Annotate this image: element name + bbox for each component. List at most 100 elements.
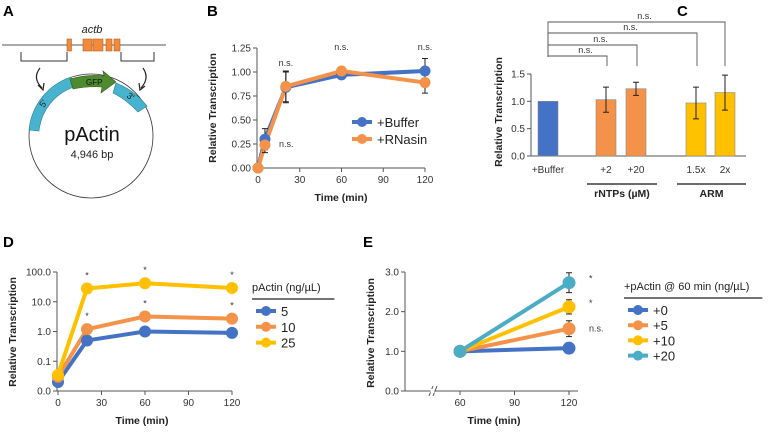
panel-label-b: B <box>207 3 218 20</box>
legend-label: 10 <box>281 320 295 335</box>
y-tick-label: 2.0 <box>385 307 399 318</box>
data-point-5 <box>139 325 151 338</box>
legend-title: +pActin @ 60 min (ng/µL) <box>624 281 749 293</box>
error-bar <box>633 81 639 96</box>
y-tick-label: 0.75 <box>232 92 252 103</box>
legend-label: 25 <box>281 336 295 351</box>
y-tick-label: 1.0 <box>37 327 51 338</box>
legend-label: +RNasin <box>377 132 427 147</box>
series-line-+20 <box>458 281 571 354</box>
x-tick-label: 120 <box>561 398 578 409</box>
legend-label: +20 <box>653 349 675 364</box>
x-tick-label: 90 <box>183 398 195 409</box>
data-point-+RNasin <box>419 77 431 89</box>
y-axis-title: Relative Transcription <box>7 277 19 387</box>
panel-label-e: E <box>363 234 373 251</box>
data-point-25 <box>81 282 93 295</box>
legend-label: +5 <box>653 318 668 333</box>
plasmid-name: pActin <box>64 124 120 146</box>
exon <box>113 38 121 52</box>
axis-break-gap <box>430 389 435 393</box>
chart-b: 0.00 0.25 0.50 0.75 1.00 1.25 0 30 60 90 120 Time (… <box>207 42 434 204</box>
y-axis-title: Relative Transcription <box>207 53 219 163</box>
x-tick-label: 0 <box>55 398 61 409</box>
x-axis-title: Time (min) <box>116 415 169 427</box>
x-tick-label: 120 <box>224 398 241 409</box>
y-tick-label: 10.0 <box>32 297 52 308</box>
y-tick-label: 0.0 <box>385 387 399 398</box>
legend-swatch-marker <box>633 335 643 346</box>
error-bar <box>693 86 699 120</box>
series-line-5 <box>56 329 233 384</box>
x-tick-label: 120 <box>417 175 434 186</box>
exon <box>66 38 72 52</box>
significance-bracket <box>547 21 726 66</box>
x-tick-label: 30 <box>294 175 306 186</box>
x-tick-label: 90 <box>509 398 521 409</box>
x-tick-label: 30 <box>96 398 108 409</box>
error-bar <box>722 74 728 111</box>
data-point-+RNasin <box>252 162 264 174</box>
data-point-5 <box>81 334 93 347</box>
data-point-+0 <box>562 341 576 355</box>
five-prime-utr <box>28 76 75 132</box>
legend-swatch-marker <box>357 134 367 144</box>
y-tick-label: 1.0 <box>511 97 525 108</box>
plasmid-circle <box>28 73 154 199</box>
data-point-+5 <box>562 322 576 336</box>
curved-arrow-icon <box>35 67 43 89</box>
y-tick-label: 0.0 <box>511 152 525 163</box>
y-tick-label: 0.50 <box>232 116 252 127</box>
significance-label: * <box>85 311 89 321</box>
x-tick-label: +20 <box>628 165 645 176</box>
data-point-+10 <box>562 300 576 314</box>
significance-label: * <box>589 298 593 308</box>
data-point-5 <box>226 326 238 339</box>
significance-label: * <box>143 298 147 308</box>
data-point-10 <box>81 323 93 336</box>
exon <box>82 38 93 52</box>
gene-label: actb <box>82 24 103 36</box>
bar-+20 <box>625 88 647 157</box>
arrowhead-icon <box>37 82 45 92</box>
bar-+Buffer <box>537 101 559 157</box>
x-tick-label: 90 <box>378 175 390 186</box>
data-point-25 <box>139 277 151 290</box>
legend-label: +10 <box>653 333 675 348</box>
panel-label-a: A <box>3 3 14 20</box>
data-point-+20 <box>562 276 576 290</box>
data-point-+RNasin <box>336 65 347 77</box>
y-tick-label: 1.00 <box>232 68 252 79</box>
y-axis-title: Relative Transcription <box>365 278 377 388</box>
series-line-+10 <box>459 305 570 354</box>
y-tick-label: 0.5 <box>511 124 525 135</box>
group-label: ARM <box>700 188 724 200</box>
x-tick-label: 60 <box>336 175 348 186</box>
five-prime-label: 5' <box>37 98 49 109</box>
legend-swatch-marker <box>633 320 643 331</box>
x-axis-title: Time (min) <box>468 415 521 427</box>
y-tick-label: 0.00 <box>232 164 252 175</box>
legend-swatch-marker <box>633 305 643 315</box>
significance-label: n.s. <box>637 11 652 21</box>
data-point-10 <box>226 312 238 325</box>
curved-arrow-icon <box>140 67 147 89</box>
series-line-+5 <box>459 326 570 354</box>
significance-label: n.s. <box>589 324 604 334</box>
chart-c: 0.0 0.5 1.0 1.5 Relative Transcription +Buffe… <box>493 11 746 200</box>
legend-swatch-marker <box>261 337 271 348</box>
chart-d: 0.0 0.1 1.0 10.0 100.0 0 30 60 90 120 Time (min) Re… <box>7 265 335 427</box>
significance-bracket <box>547 32 698 66</box>
x-tick-label: 60 <box>454 398 466 409</box>
three-prime-utr <box>112 82 148 113</box>
data-point-10 <box>139 310 151 323</box>
y-tick-label: 1.5 <box>511 70 525 81</box>
data-point-+RNasin <box>280 80 292 92</box>
significance-label: n.s. <box>593 34 608 44</box>
arrowhead-icon <box>138 82 146 92</box>
y-tick-label: 0.0 <box>37 387 51 398</box>
significance-label: * <box>230 301 234 311</box>
data-point-+Buffer <box>419 65 431 77</box>
x-tick-label: 0 <box>255 175 261 186</box>
legend-label: +0 <box>653 303 668 318</box>
